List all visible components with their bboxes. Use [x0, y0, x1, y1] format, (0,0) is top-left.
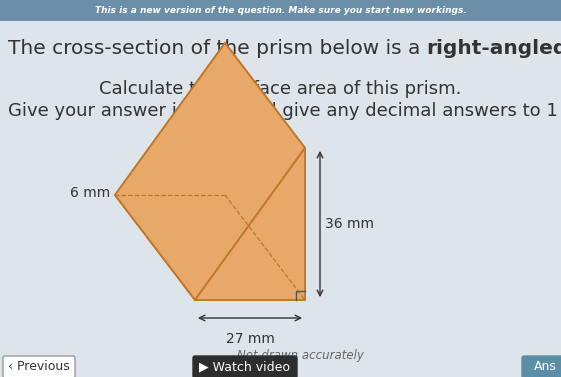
Text: 27 mm: 27 mm: [226, 332, 274, 346]
FancyBboxPatch shape: [522, 356, 561, 377]
Text: right-angled: right-angled: [427, 39, 561, 58]
Polygon shape: [195, 148, 305, 300]
FancyBboxPatch shape: [3, 356, 75, 377]
Text: ‹ Previous: ‹ Previous: [8, 360, 70, 374]
Text: 36 mm: 36 mm: [325, 217, 374, 231]
Polygon shape: [225, 43, 305, 300]
Text: ▶ Watch video: ▶ Watch video: [200, 360, 291, 374]
Text: and give any decimal answers to 1 d.p.: and give any decimal answers to 1 d.p.: [237, 102, 561, 120]
Text: Give your answer in mm: Give your answer in mm: [8, 102, 229, 120]
Polygon shape: [115, 43, 225, 195]
FancyBboxPatch shape: [193, 356, 297, 377]
Text: This is a new version of the question. Make sure you start new workings.: This is a new version of the question. M…: [95, 6, 466, 15]
Polygon shape: [115, 195, 305, 300]
Text: The cross-section of the prism below is a: The cross-section of the prism below is …: [8, 39, 427, 58]
Text: Ans: Ans: [534, 360, 557, 374]
Text: 2: 2: [230, 100, 237, 110]
Text: 6 mm: 6 mm: [70, 186, 110, 200]
Bar: [0, 0, 561, 21]
Polygon shape: [115, 43, 305, 300]
Text: Not drawn accurately: Not drawn accurately: [237, 348, 364, 362]
Text: Calculate the surface area of this prism.: Calculate the surface area of this prism…: [99, 80, 461, 98]
